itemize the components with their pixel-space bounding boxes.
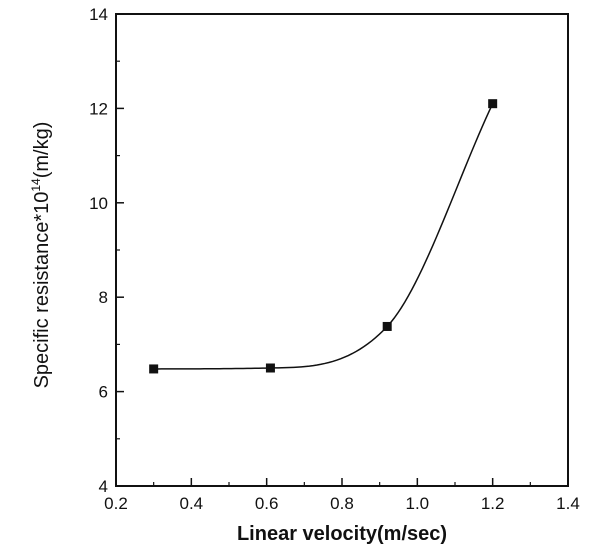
y-tick-label: 12	[89, 99, 108, 118]
fit-curve-layer	[153, 103, 494, 370]
marker-layer	[149, 99, 498, 374]
x-tick-label: 0.6	[255, 494, 279, 513]
x-axis-ticks: 0.2 0.4 0.6 0.8 1.0 1.2 1.4	[104, 478, 580, 513]
y-axis-title-main: Specific resistance*10	[31, 192, 53, 389]
data-point	[265, 363, 275, 373]
y-tick-label: 10	[89, 194, 108, 213]
plot-frame	[115, 13, 569, 487]
y-axis-ticks: 4 6 8 10 12 14	[89, 5, 124, 496]
y-tick-label: 14	[89, 5, 108, 24]
x-tick-label: 0.8	[330, 494, 354, 513]
fit-curve	[153, 103, 494, 370]
y-tick-label: 8	[99, 288, 108, 307]
x-axis-title: Linear velocity(m/sec)	[237, 523, 447, 545]
x-tick-label: 0.4	[180, 494, 204, 513]
data-point	[382, 321, 392, 331]
data-point	[488, 99, 498, 109]
y-tick-label: 6	[99, 383, 108, 402]
y-axis-title-unit: (m/kg)	[31, 122, 53, 179]
plot-border	[115, 13, 569, 487]
y-axis-title-superscript: 14	[29, 178, 43, 192]
x-tick-label: 1.0	[406, 494, 430, 513]
x-tick-label: 0.2	[104, 494, 128, 513]
x-tick-label: 1.2	[481, 494, 505, 513]
y-axis-title: Specific resistance*1014(m/kg)	[29, 122, 53, 389]
data-point	[149, 364, 159, 374]
x-tick-label: 1.4	[556, 494, 580, 513]
y-tick-label: 4	[99, 477, 108, 496]
